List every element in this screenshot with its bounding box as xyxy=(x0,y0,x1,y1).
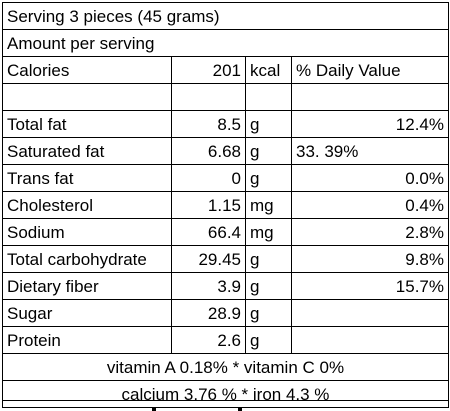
nutrient-row: Protein 2.6 g xyxy=(2,326,449,354)
nutrient-name: Dietary fiber xyxy=(2,272,172,300)
nutrient-unit: g xyxy=(245,272,292,300)
calories-unit: kcal xyxy=(245,56,292,84)
nutrient-amount: 3.9 xyxy=(171,272,246,300)
nutrient-name: Trans fat xyxy=(2,164,172,192)
nutrient-amount: 2.6 xyxy=(171,326,246,354)
nutrient-daily-value: 2.8% xyxy=(291,218,449,246)
nutrient-amount: 1.15 xyxy=(171,191,246,219)
nutrient-unit: g xyxy=(245,299,292,327)
nutrient-name: Sodium xyxy=(2,218,172,246)
amount-per-serving: Amount per serving xyxy=(2,29,449,57)
minerals-row: calcium 3.76 % * iron 4.3 % xyxy=(2,380,449,408)
nutrient-name: Protein xyxy=(2,326,172,354)
nutrient-amount: 28.9 xyxy=(171,299,246,327)
nutrient-daily-value: 9.8% xyxy=(291,245,449,273)
nutrient-daily-value: 12.4% xyxy=(291,110,449,138)
nutrient-amount: 6.68 xyxy=(171,137,246,165)
nutrient-amount: 0 xyxy=(171,164,246,192)
nutrient-unit: mg xyxy=(245,191,292,219)
calories-label: Calories xyxy=(2,56,172,84)
nutrient-unit: g xyxy=(245,326,292,354)
nutrient-row: Sugar 28.9 g xyxy=(2,299,449,327)
nutrient-row: Cholesterol 1.15 mg 0.4% xyxy=(2,191,449,219)
minerals-line: calcium 3.76 % * iron 4.3 % xyxy=(2,380,449,408)
nutrient-row: Total fat 8.5 g 12.4% xyxy=(2,110,449,138)
nutrient-unit: g xyxy=(245,245,292,273)
nutrient-unit: g xyxy=(245,110,292,138)
nutrient-row: Saturated fat 6.68 g 33. 39% xyxy=(2,137,449,165)
nutrient-unit: mg xyxy=(245,218,292,246)
blank-row xyxy=(2,83,449,111)
nutrient-row: Dietary fiber 3.9 g 15.7% xyxy=(2,272,449,300)
daily-value-header: % Daily Value xyxy=(291,56,449,84)
nutrient-row: Sodium 66.4 mg 2.8% xyxy=(2,218,449,246)
serving-row: Serving 3 pieces (45 grams) xyxy=(2,2,449,30)
nutrient-row: Total carbohydrate 29.45 g 9.8% xyxy=(2,245,449,273)
calories-value: 201 xyxy=(171,56,246,84)
nutrient-daily-value: 0.4% xyxy=(291,191,449,219)
nutrient-daily-value: 15.7% xyxy=(291,272,449,300)
nutrient-daily-value: 33. 39% xyxy=(291,137,449,165)
nutrient-amount: 8.5 xyxy=(171,110,246,138)
vitamins-line: vitamin A 0.18% * vitamin C 0% xyxy=(2,353,449,381)
nutrient-daily-value: 0.0% xyxy=(291,164,449,192)
vitamins-row: vitamin A 0.18% * vitamin C 0% xyxy=(2,353,449,381)
nutrient-daily-value xyxy=(291,299,449,327)
table-bottom-edge xyxy=(2,400,448,411)
nutrient-unit: g xyxy=(245,137,292,165)
calories-row: Calories 201 kcal % Daily Value xyxy=(2,56,449,84)
nutrient-row: Trans fat 0 g 0.0% xyxy=(2,164,449,192)
nutrient-name: Total fat xyxy=(2,110,172,138)
nutrient-name: Cholesterol xyxy=(2,191,172,219)
nutrient-amount: 66.4 xyxy=(171,218,246,246)
nutrient-name: Sugar xyxy=(2,299,172,327)
nutrient-amount: 29.45 xyxy=(171,245,246,273)
amount-per-serving-row: Amount per serving xyxy=(2,29,449,57)
serving-size: Serving 3 pieces (45 grams) xyxy=(2,2,449,30)
nutrient-daily-value xyxy=(291,326,449,354)
nutrient-name: Total carbohydrate xyxy=(2,245,172,273)
nutrient-name: Saturated fat xyxy=(2,137,172,165)
nutrient-unit: g xyxy=(245,164,292,192)
